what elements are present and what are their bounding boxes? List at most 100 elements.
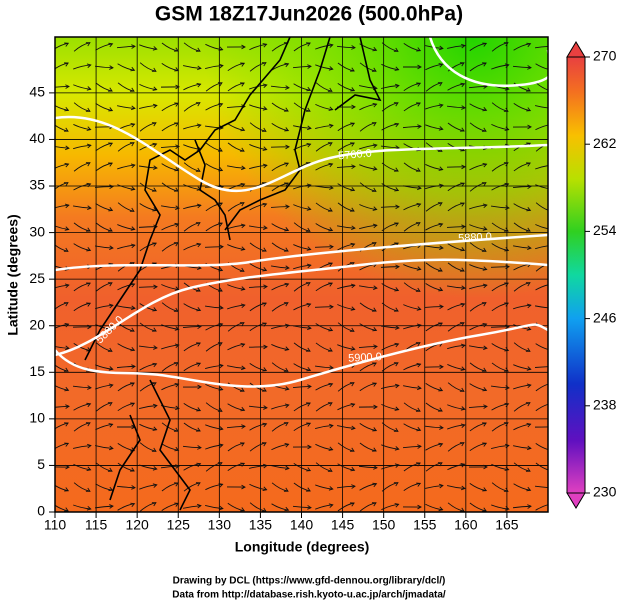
streamline xyxy=(535,443,548,451)
arrowhead xyxy=(283,367,289,372)
arrowhead xyxy=(417,64,422,70)
streamline xyxy=(491,504,509,510)
arrowhead xyxy=(152,327,157,332)
y-tick-label: 30 xyxy=(29,223,45,239)
arrowhead xyxy=(394,463,400,468)
arrowhead xyxy=(152,86,158,91)
arrowhead xyxy=(328,382,334,388)
arrowhead xyxy=(395,204,400,210)
arrowhead xyxy=(218,63,224,69)
arrowhead xyxy=(306,263,312,269)
streamline xyxy=(95,304,113,310)
arrowhead xyxy=(174,383,180,388)
streamline xyxy=(249,483,267,491)
streamline xyxy=(513,423,531,431)
streamline xyxy=(55,405,69,408)
streamline xyxy=(381,464,399,470)
streamline xyxy=(380,145,399,149)
arrowhead xyxy=(394,66,400,71)
arrowhead xyxy=(394,503,400,508)
arrowhead xyxy=(285,265,290,270)
streamline xyxy=(138,345,157,349)
streamline xyxy=(380,206,400,208)
arrowhead xyxy=(284,465,290,471)
arrowhead xyxy=(305,282,311,287)
streamline xyxy=(248,286,267,288)
streamline xyxy=(535,63,548,70)
arrowhead xyxy=(262,106,268,111)
colorbar-tick-label: 230 xyxy=(593,484,617,500)
arrowhead xyxy=(174,167,180,172)
arrowhead xyxy=(328,66,334,71)
streamline xyxy=(446,285,465,289)
arrowhead xyxy=(152,187,157,192)
arrowhead xyxy=(459,507,465,512)
arrowhead xyxy=(306,42,311,47)
arrowhead xyxy=(218,147,223,152)
arrowhead xyxy=(307,64,312,69)
arrowhead xyxy=(85,487,91,492)
streamline xyxy=(425,485,443,489)
arrowhead xyxy=(351,225,356,231)
arrowhead xyxy=(151,67,157,72)
arrowhead xyxy=(525,282,531,287)
streamline xyxy=(512,245,531,249)
streamline xyxy=(491,123,509,131)
streamline xyxy=(359,164,377,170)
arrowhead xyxy=(306,86,312,92)
streamline xyxy=(381,384,399,390)
arrowhead xyxy=(65,404,70,409)
streamline xyxy=(205,323,223,331)
streamline xyxy=(469,284,487,290)
arrowhead xyxy=(349,447,355,452)
arrowhead xyxy=(240,223,246,229)
arrowhead xyxy=(86,143,92,149)
arrowhead xyxy=(438,267,443,272)
arrowhead xyxy=(218,363,224,369)
arrowhead xyxy=(130,447,136,452)
arrowhead xyxy=(371,67,377,72)
arrowhead xyxy=(174,326,180,331)
x-tick-label: 140 xyxy=(290,517,314,533)
arrowhead xyxy=(130,226,136,231)
arrowhead xyxy=(328,347,333,352)
arrowhead xyxy=(306,125,312,131)
arrowhead xyxy=(526,423,532,428)
arrowhead xyxy=(371,307,377,312)
arrowhead xyxy=(525,402,531,407)
arrowhead xyxy=(549,486,553,490)
arrowhead xyxy=(262,83,268,88)
arrowhead xyxy=(129,142,135,147)
arrowhead xyxy=(350,466,356,472)
arrowhead xyxy=(460,463,466,468)
arrowhead xyxy=(64,422,69,427)
arrowhead xyxy=(284,162,290,167)
arrowhead xyxy=(328,327,334,332)
streamline xyxy=(293,244,311,250)
x-tick-label: 130 xyxy=(208,517,232,533)
arrowhead xyxy=(85,162,91,167)
arrowhead xyxy=(549,45,553,49)
arrowhead xyxy=(240,82,245,87)
arrowhead xyxy=(350,67,355,72)
arrowhead xyxy=(350,187,356,192)
arrowhead xyxy=(482,422,487,427)
arrowhead xyxy=(416,462,421,467)
streamline xyxy=(512,445,531,449)
streamline xyxy=(315,443,333,451)
streamline xyxy=(55,323,69,329)
arrowhead xyxy=(549,244,553,248)
arrowhead xyxy=(459,267,465,272)
streamline xyxy=(182,505,201,509)
arrowhead xyxy=(240,182,246,188)
streamline xyxy=(358,465,377,469)
arrowhead xyxy=(108,423,114,428)
streamline xyxy=(161,344,179,350)
streamline xyxy=(337,344,355,350)
streamline xyxy=(160,465,179,469)
arrowhead xyxy=(437,82,443,87)
arrowhead xyxy=(415,222,421,227)
arrowhead xyxy=(549,283,553,287)
streamline xyxy=(314,365,333,369)
arrowhead xyxy=(372,362,377,367)
